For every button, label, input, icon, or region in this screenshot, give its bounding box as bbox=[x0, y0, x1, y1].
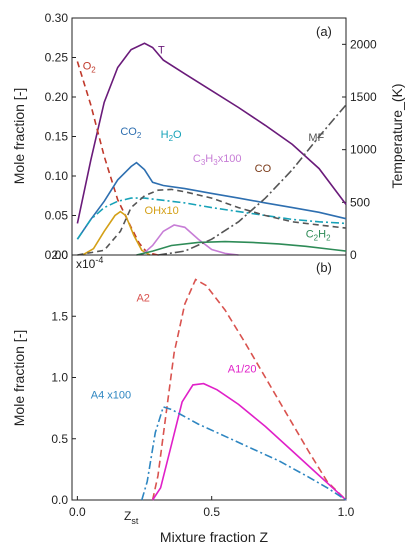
y-left-b-tick-label: 2.0 bbox=[51, 248, 68, 262]
y-left-b-tick-label: 1.5 bbox=[51, 309, 68, 323]
series-h2o-line bbox=[76, 197, 347, 240]
annotation-h2o: H2O bbox=[161, 129, 182, 143]
x-tick-label: 1.0 bbox=[338, 505, 355, 519]
series-t-line bbox=[76, 42, 347, 224]
annotation-mf: MF bbox=[308, 132, 324, 144]
annotation-a2: A2 bbox=[136, 293, 149, 305]
series-a2-line bbox=[151, 278, 347, 501]
y-axis-title-b: Mole fraction [-] bbox=[11, 330, 27, 426]
zst-label: Zst bbox=[124, 509, 139, 526]
series-c3h3x100-line bbox=[141, 224, 239, 256]
series-o2-line bbox=[76, 61, 159, 256]
panel-label-b: (b) bbox=[316, 260, 332, 275]
series-a1-20-line bbox=[151, 382, 347, 501]
annotation-c2h: C2H2 bbox=[306, 229, 331, 243]
annotations-b: A2 A1/20 A4 x100 bbox=[91, 293, 257, 402]
series-co-line bbox=[77, 188, 347, 256]
y-right-a-tick-label: 0 bbox=[350, 248, 357, 262]
x-tick-label: 0.5 bbox=[203, 505, 220, 519]
y2-axis-title-a: Temperature_(K) bbox=[389, 83, 405, 188]
series-c2h2-line bbox=[136, 240, 347, 256]
panel-b: 0.0 0.5 1.0 1.5 2.0 0.0 0.5 1.0 A2 A1/20 A4 x100… bbox=[11, 248, 355, 545]
y-left-a-tick-label: 0.05 bbox=[45, 209, 69, 223]
annotation-t: T bbox=[158, 45, 165, 57]
annotation-o2: O2 bbox=[83, 60, 97, 74]
x-tick-label: 0.0 bbox=[69, 505, 86, 519]
panel-a: 0.00 0.05 0.10 0.15 0.20 0.25 0.30 0 500 1000 150… bbox=[11, 11, 405, 262]
y-axis-right-a: 0 500 1000 1500 2000 bbox=[342, 37, 377, 262]
y-left-a-tick-label: 0.25 bbox=[45, 51, 69, 65]
y-axis-left-b: 0.0 0.5 1.0 1.5 2.0 bbox=[51, 248, 76, 507]
y-left-a-tick-label: 0.20 bbox=[45, 90, 69, 104]
y-multiplier-b: x10-4 bbox=[76, 255, 103, 271]
series-a4-x100-line bbox=[141, 405, 347, 501]
y-left-a-tick-label: 0.15 bbox=[45, 130, 69, 144]
y-left-b-tick-label: 0.5 bbox=[51, 432, 68, 446]
annotation-a1-20: A1/20 bbox=[228, 364, 257, 376]
y-right-a-tick-label: 1500 bbox=[350, 90, 377, 104]
panel-label-a: (a) bbox=[316, 24, 332, 39]
y-left-a-tick-label: 0.10 bbox=[45, 169, 69, 183]
annotation-co2: CO2 bbox=[120, 126, 141, 140]
annotation-a4-x100: A4 x100 bbox=[91, 389, 131, 401]
y-right-a-tick-label: 1000 bbox=[350, 143, 377, 157]
x-axis-b: 0.0 0.5 1.0 bbox=[69, 496, 355, 519]
annotation-ohx10: OHx10 bbox=[145, 205, 179, 217]
y-left-b-tick-label: 1.0 bbox=[51, 371, 68, 385]
series-co2-line bbox=[76, 161, 347, 240]
series-group-b bbox=[141, 278, 347, 501]
y-axis-left-a: 0.00 0.05 0.10 0.15 0.20 0.25 0.30 bbox=[45, 11, 76, 262]
y-left-b-tick-label: 0.0 bbox=[51, 493, 68, 507]
annotation-c3h: C3H3x100 bbox=[193, 153, 242, 167]
y-right-a-tick-label: 500 bbox=[350, 195, 370, 209]
annotations-a: T O2 MF CO2 H2O C3H3x100 CO OHx10 C2H2 bbox=[83, 45, 331, 243]
y-right-a-tick-label: 2000 bbox=[350, 37, 377, 51]
series-mf-line bbox=[157, 104, 347, 256]
series-ohx10-line bbox=[82, 210, 151, 256]
y-axis-title-a: Mole fraction [-] bbox=[11, 88, 27, 184]
x-axis-title-b: Mixture fraction Z bbox=[160, 529, 269, 545]
annotation-co: CO bbox=[255, 163, 272, 175]
y-left-a-tick-label: 0.30 bbox=[45, 11, 69, 25]
y-left-a-tick-label: 0.00 bbox=[45, 248, 69, 262]
series-group-a bbox=[76, 42, 347, 256]
